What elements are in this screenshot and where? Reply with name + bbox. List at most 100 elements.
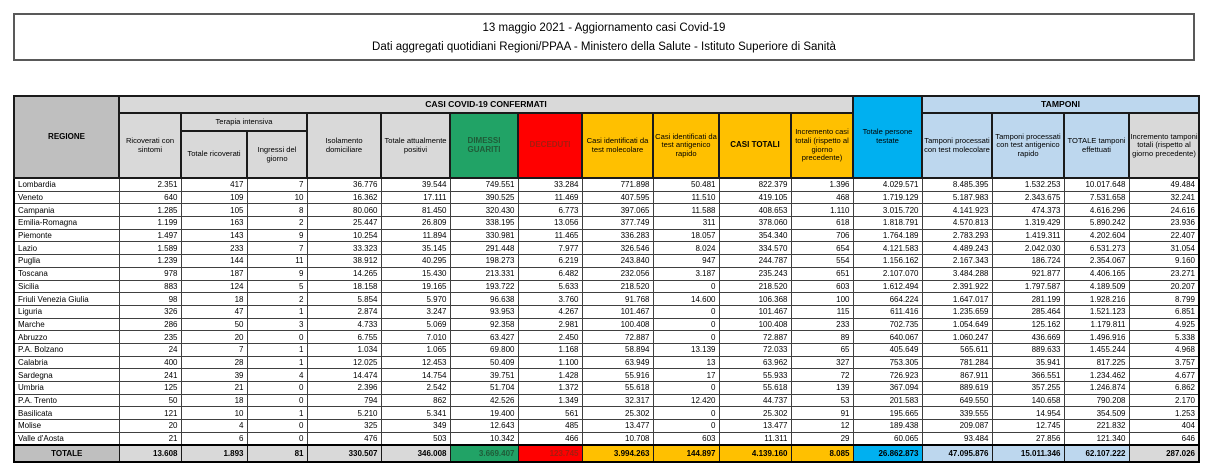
- value-cell: 325: [306, 419, 382, 433]
- value-cell: 98: [118, 292, 182, 306]
- region-row: Sardegna 241 39 4 14.474 14.754 39.751 1.428 55.…: [13, 368, 1200, 382]
- value-cell: 14.954: [991, 406, 1065, 421]
- region-row: Molise 20 4 0 325 349 12.643 485 13.477 0 13.477 12…: [13, 419, 1200, 433]
- value-cell: 17: [652, 368, 720, 382]
- value-cell: 233: [790, 317, 854, 332]
- value-cell: 640: [118, 190, 182, 205]
- value-cell: 1.764.189: [852, 228, 923, 243]
- value-cell: 326.546: [581, 241, 654, 256]
- value-cell: 32.317: [581, 393, 654, 408]
- value-cell: 26.809: [380, 216, 451, 230]
- column-header-incremento-casi: Incremento casi totali (rispetto al gior…: [790, 112, 854, 179]
- value-cell: 50: [180, 317, 248, 332]
- value-cell: 31.054: [1128, 241, 1200, 256]
- value-cell: 6: [180, 431, 248, 446]
- value-cell: 13.139: [652, 342, 720, 357]
- region-name-cell: Emilia-Romagna: [13, 216, 120, 230]
- value-cell: 8.024: [652, 241, 720, 256]
- value-cell: 503: [380, 431, 451, 446]
- value-cell: 354.340: [718, 228, 792, 243]
- value-cell: 23.271: [1128, 266, 1200, 281]
- column-header-tamponi-molecolare: Tamponi processati con test molecolare: [921, 112, 993, 179]
- value-cell: 186.724: [991, 254, 1065, 268]
- value-cell: 218.520: [581, 279, 654, 294]
- region-row: Friuli Venezia Giulia 98 18 2 5.854 5.970 96.6…: [13, 292, 1200, 306]
- value-cell: 978: [118, 266, 182, 281]
- value-cell: 19.400: [449, 406, 519, 421]
- value-cell: 0: [652, 317, 720, 332]
- value-cell: 561: [517, 406, 583, 421]
- value-cell: 27.856: [991, 431, 1065, 446]
- value-cell: 1.818.791: [852, 216, 923, 230]
- region-name-cell: Liguria: [13, 304, 120, 319]
- value-cell: 339.555: [921, 406, 993, 421]
- value-cell: 1.455.244: [1063, 342, 1130, 357]
- value-cell: 9: [246, 228, 308, 243]
- value-cell: 36.776: [306, 177, 382, 192]
- value-cell: 603: [652, 431, 720, 446]
- value-cell: 5.854: [306, 292, 382, 306]
- value-cell: 18.158: [306, 279, 382, 294]
- region-name-cell: Abruzzo: [13, 330, 120, 344]
- column-header-regione: REGIONE: [13, 95, 120, 179]
- value-cell: 1.065: [380, 342, 451, 357]
- value-cell: 2.107.070: [852, 266, 923, 281]
- value-cell: 1.928.216: [1063, 292, 1130, 306]
- value-cell: 1.054.649: [921, 317, 993, 332]
- region-name-cell: Valle d'Aosta: [13, 431, 120, 446]
- value-cell: 0: [652, 406, 720, 421]
- report-title-line1: 13 maggio 2021 - Aggiornamento casi Covi…: [482, 21, 726, 34]
- value-cell: 1: [246, 355, 308, 370]
- value-cell: 417: [180, 177, 248, 192]
- value-cell: 187: [180, 266, 248, 281]
- value-cell: 285.464: [991, 304, 1065, 319]
- value-cell: 726.923: [852, 368, 923, 382]
- value-cell: 4.925: [1128, 317, 1200, 332]
- value-cell: 1.156.162: [852, 254, 923, 268]
- value-cell: 144: [180, 254, 248, 268]
- column-header-casi-molecolare: Casi identificati da test molecolare: [581, 112, 654, 179]
- value-cell: 10: [180, 406, 248, 421]
- value-cell: 47: [180, 304, 248, 319]
- value-cell: 390.525: [449, 190, 519, 205]
- value-cell: 121.340: [1063, 431, 1130, 446]
- covid-data-table: REGIONE CASI COVID-19 CONFERMATI Totale …: [13, 95, 1200, 463]
- value-cell: 218.520: [718, 279, 792, 294]
- value-cell: 4.202.604: [1063, 228, 1130, 243]
- region-row: Lombardia 2.351 417 7 36.776 39.544 749.551 33.…: [13, 177, 1200, 192]
- header-terapia-row: Totale ricoverati Ingressi del giorno: [14, 130, 1199, 179]
- value-cell: 18.057: [652, 228, 720, 243]
- value-cell: 109: [180, 190, 248, 205]
- value-cell: 281.199: [991, 292, 1065, 306]
- value-cell: 1.246.874: [1063, 381, 1130, 395]
- value-cell: 326: [118, 304, 182, 319]
- value-cell: 12.420: [652, 393, 720, 408]
- value-cell: 1.253: [1128, 406, 1200, 421]
- region-name-cell: P.A. Bolzano: [13, 342, 120, 357]
- value-cell: 93.953: [449, 304, 519, 319]
- value-cell: 476: [306, 431, 382, 446]
- value-cell: 55.933: [718, 368, 792, 382]
- value-cell: 11: [246, 254, 308, 268]
- value-cell: 29: [790, 431, 854, 446]
- value-cell: 474.373: [991, 203, 1065, 218]
- value-cell: 1.060.247: [921, 330, 993, 344]
- value-cell: 1.612.494: [852, 279, 923, 294]
- column-header-casi-totali: CASI TOTALI: [718, 112, 792, 179]
- value-cell: 235: [118, 330, 182, 344]
- value-cell: 221.832: [1063, 419, 1130, 433]
- value-cell: 6.862: [1128, 381, 1200, 395]
- value-cell: 25.447: [306, 216, 382, 230]
- value-cell: 6.851: [1128, 304, 1200, 319]
- value-cell: 72.033: [718, 342, 792, 357]
- value-cell: 195.665: [852, 406, 923, 421]
- value-cell: 947: [652, 254, 720, 268]
- value-cell: 419.105: [718, 190, 792, 205]
- value-cell: 55.916: [581, 368, 654, 382]
- region-row: Campania 1.285 105 8 80.060 81.450 320.430 6.77…: [13, 203, 1200, 218]
- value-cell: 5: [246, 279, 308, 294]
- value-cell: 4.121.583: [852, 241, 923, 256]
- value-cell: 55.618: [718, 381, 792, 395]
- value-cell: 4.570.813: [921, 216, 993, 230]
- value-cell: 3.484.288: [921, 266, 993, 281]
